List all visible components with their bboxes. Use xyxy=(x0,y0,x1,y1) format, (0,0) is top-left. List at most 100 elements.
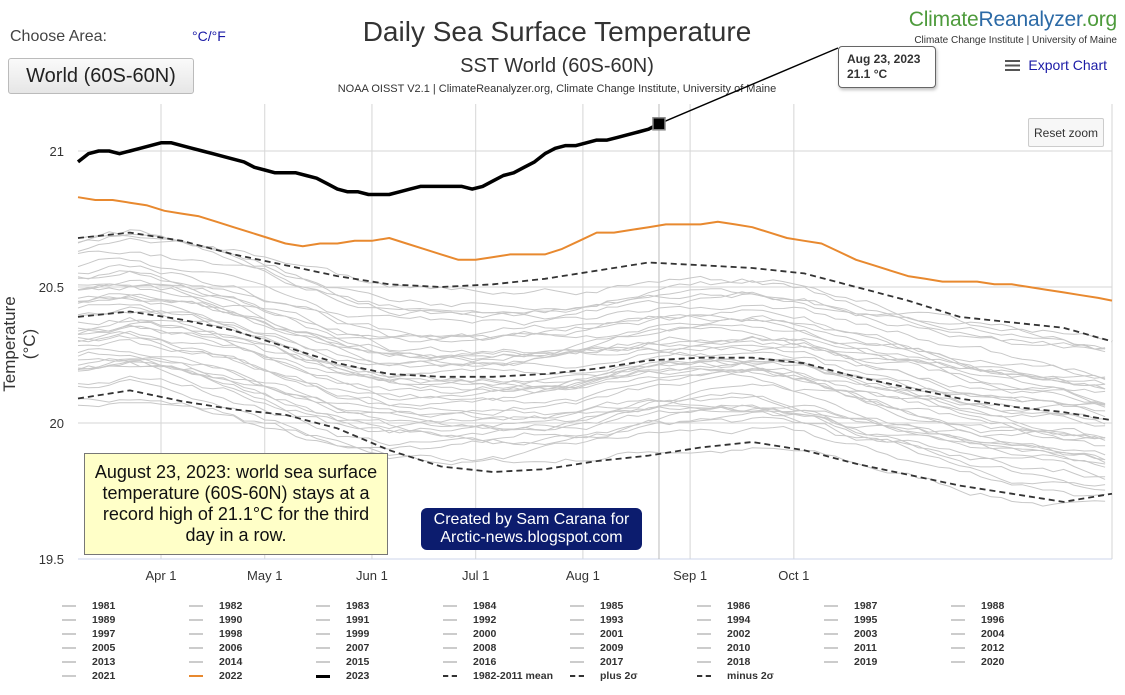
legend-item-2017[interactable]: 2017 xyxy=(570,655,697,669)
legend-item-2013[interactable]: 2013 xyxy=(62,655,189,669)
brand-subtitle: Climate Change Institute | University of… xyxy=(914,35,1117,46)
tooltip-date: Aug 23, 2023 xyxy=(847,52,921,66)
legend-item-plus-2-[interactable]: plus 2σ xyxy=(570,669,697,683)
legend-item-2008[interactable]: 2008 xyxy=(443,641,570,655)
legend-swatch xyxy=(443,675,457,677)
series-line-1994 xyxy=(77,339,1106,447)
legend-label: minus 2σ xyxy=(727,670,774,682)
export-chart-button[interactable]: Export Chart xyxy=(1005,57,1107,73)
legend-label: 2011 xyxy=(854,642,877,654)
legend-item-2007[interactable]: 2007 xyxy=(316,641,443,655)
legend-swatch xyxy=(316,633,330,635)
legend-item-2003[interactable]: 2003 xyxy=(824,627,951,641)
legend-label: 1983 xyxy=(346,600,370,612)
legend-item-1995[interactable]: 1995 xyxy=(824,613,951,627)
legend-item-minus-2-[interactable]: minus 2σ xyxy=(697,669,824,683)
reset-zoom-button[interactable]: Reset zoom xyxy=(1028,118,1104,147)
legend-item-1987[interactable]: 1987 xyxy=(824,599,951,613)
series-line-1995 xyxy=(77,348,1106,461)
legend-item-2001[interactable]: 2001 xyxy=(570,627,697,641)
legend-item-1998[interactable]: 1998 xyxy=(189,627,316,641)
logo-climate: Climate xyxy=(908,8,979,31)
legend-item-2010[interactable]: 2010 xyxy=(697,641,824,655)
series-line-1998 xyxy=(77,321,1106,439)
legend-item-2014[interactable]: 2014 xyxy=(189,655,316,669)
brand-logo[interactable]: ClimateReanalyzer.org Climate Change Ins… xyxy=(909,8,1117,46)
legend-label: 2006 xyxy=(219,642,243,654)
credit-line-1: Created by Sam Carana for xyxy=(433,511,630,528)
legend-item-2020[interactable]: 2020 xyxy=(951,655,1078,669)
legend-item-1983[interactable]: 1983 xyxy=(316,599,443,613)
legend-item-2002[interactable]: 2002 xyxy=(697,627,824,641)
legend-item-1988[interactable]: 1988 xyxy=(951,599,1078,613)
series-line-2000 xyxy=(77,303,1106,418)
legend-swatch xyxy=(316,647,330,649)
legend-swatch xyxy=(62,675,76,677)
legend-item-1982-2011-mean[interactable]: 1982-2011 mean xyxy=(443,669,570,683)
legend-swatch xyxy=(570,661,584,663)
legend-label: 2010 xyxy=(727,642,751,654)
legend-swatch xyxy=(316,674,330,678)
legend-item-2011[interactable]: 2011 xyxy=(824,641,951,655)
series-line-2022 xyxy=(77,196,1113,302)
legend-item-1991[interactable]: 1991 xyxy=(316,613,443,627)
legend-item-2023[interactable]: 2023 xyxy=(316,669,443,683)
series-line-2003 xyxy=(77,310,1106,406)
legend-swatch xyxy=(951,605,965,607)
area-select-button[interactable]: World (60S-60N) xyxy=(8,58,194,94)
legend-item-1994[interactable]: 1994 xyxy=(697,613,824,627)
legend-item-2018[interactable]: 2018 xyxy=(697,655,824,669)
legend-item-2009[interactable]: 2009 xyxy=(570,641,697,655)
highlight-point-marker xyxy=(652,117,666,131)
legend-item-1993[interactable]: 1993 xyxy=(570,613,697,627)
legend-label: 1984 xyxy=(473,600,497,612)
legend-item-2005[interactable]: 2005 xyxy=(62,641,189,655)
legend-swatch xyxy=(570,647,584,649)
y-axis-title: Temperature (°C) xyxy=(0,296,39,392)
legend-item-1990[interactable]: 1990 xyxy=(189,613,316,627)
legend-item-1981[interactable]: 1981 xyxy=(62,599,189,613)
legend-label: 2020 xyxy=(981,656,1005,668)
legend-item-1986[interactable]: 1986 xyxy=(697,599,824,613)
unit-toggle-link[interactable]: °C/°F xyxy=(192,28,226,44)
logo-org: .org xyxy=(1081,8,1118,31)
legend-item-2022[interactable]: 2022 xyxy=(189,669,316,683)
legend-swatch xyxy=(697,605,711,607)
legend-item-2012[interactable]: 2012 xyxy=(951,641,1078,655)
legend-item-1982[interactable]: 1982 xyxy=(189,599,316,613)
logo-reanalyzer: Reanalyzer xyxy=(978,8,1082,31)
legend-item-1996[interactable]: 1996 xyxy=(951,613,1078,627)
legend-swatch xyxy=(62,661,76,663)
x-tick-label: Jul 1 xyxy=(462,568,489,583)
legend-item-2019[interactable]: 2019 xyxy=(824,655,951,669)
x-tick-label: Oct 1 xyxy=(778,568,809,583)
series-line-2011 xyxy=(77,279,1106,390)
series-line-2014 xyxy=(77,270,1106,379)
legend-label: 2017 xyxy=(600,656,624,668)
chart-source: NOAA OISST V2.1 | ClimateReanalyzer.org,… xyxy=(337,83,777,95)
legend-item-2015[interactable]: 2015 xyxy=(316,655,443,669)
legend-swatch xyxy=(570,619,584,621)
legend-item-2016[interactable]: 2016 xyxy=(443,655,570,669)
legend-label: 1981 xyxy=(92,600,116,612)
y-tick-label: 20 xyxy=(50,416,64,431)
legend-item-1989[interactable]: 1989 xyxy=(62,613,189,627)
legend-item-2000[interactable]: 2000 xyxy=(443,627,570,641)
legend-item-1984[interactable]: 1984 xyxy=(443,599,570,613)
legend-label: 2023 xyxy=(346,670,370,682)
highlight-series-lines xyxy=(76,122,1113,503)
legend-label: 1993 xyxy=(600,614,624,626)
legend-label: 2021 xyxy=(92,670,116,682)
legend-swatch xyxy=(62,619,76,621)
legend-item-1992[interactable]: 1992 xyxy=(443,613,570,627)
legend-item-1985[interactable]: 1985 xyxy=(570,599,697,613)
series-line-1991 xyxy=(77,335,1106,439)
legend-item-1999[interactable]: 1999 xyxy=(316,627,443,641)
legend-item-2021[interactable]: 2021 xyxy=(62,669,189,683)
legend-item-2004[interactable]: 2004 xyxy=(951,627,1078,641)
choose-area-label: Choose Area: xyxy=(10,28,107,45)
legend-item-1997[interactable]: 1997 xyxy=(62,627,189,641)
series-line-1984 xyxy=(77,375,1106,487)
series-line-1990 xyxy=(77,361,1106,468)
legend-item-2006[interactable]: 2006 xyxy=(189,641,316,655)
